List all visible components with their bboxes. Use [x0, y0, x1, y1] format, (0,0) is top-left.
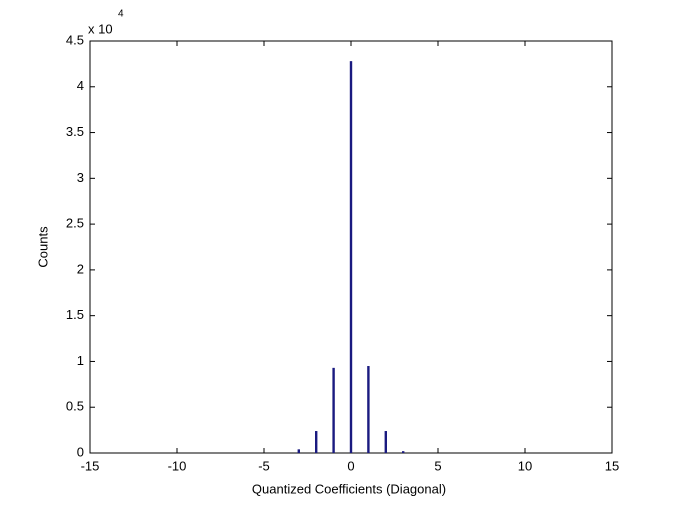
bar — [349, 61, 353, 454]
bar — [332, 367, 335, 453]
bar — [297, 449, 300, 453]
y-tick-label: 3.5 — [66, 124, 84, 139]
bar — [367, 366, 370, 453]
x-tick-label: 5 — [434, 458, 441, 473]
x-tick-label: -5 — [258, 458, 270, 473]
x-axis-label: Quantized Coefficients (Diagonal) — [252, 481, 446, 496]
bar — [384, 431, 387, 453]
x-tick-label: -15 — [81, 458, 100, 473]
x-tick-label: 15 — [605, 458, 619, 473]
y-tick-label: 4 — [77, 78, 84, 93]
y-tick-label: 1 — [77, 353, 84, 368]
y-tick-label: 3 — [77, 170, 84, 185]
x-tick-label: 10 — [518, 458, 532, 473]
y-tick-label: 2.5 — [66, 216, 84, 231]
y-tick-label: 4.5 — [66, 32, 84, 47]
x-tick-label: -10 — [168, 458, 187, 473]
y-tick-label: 1.5 — [66, 307, 84, 322]
bar — [315, 431, 318, 453]
bar — [402, 451, 405, 453]
y-axis-label: Counts — [35, 226, 50, 268]
y-multiplier: x 10 — [88, 21, 113, 36]
y-multiplier-exponent: 4 — [118, 9, 124, 20]
x-tick-label: 0 — [347, 458, 354, 473]
y-tick-label: 2 — [77, 261, 84, 276]
y-tick-label: 0 — [77, 444, 84, 459]
y-tick-label: 0.5 — [66, 399, 84, 414]
